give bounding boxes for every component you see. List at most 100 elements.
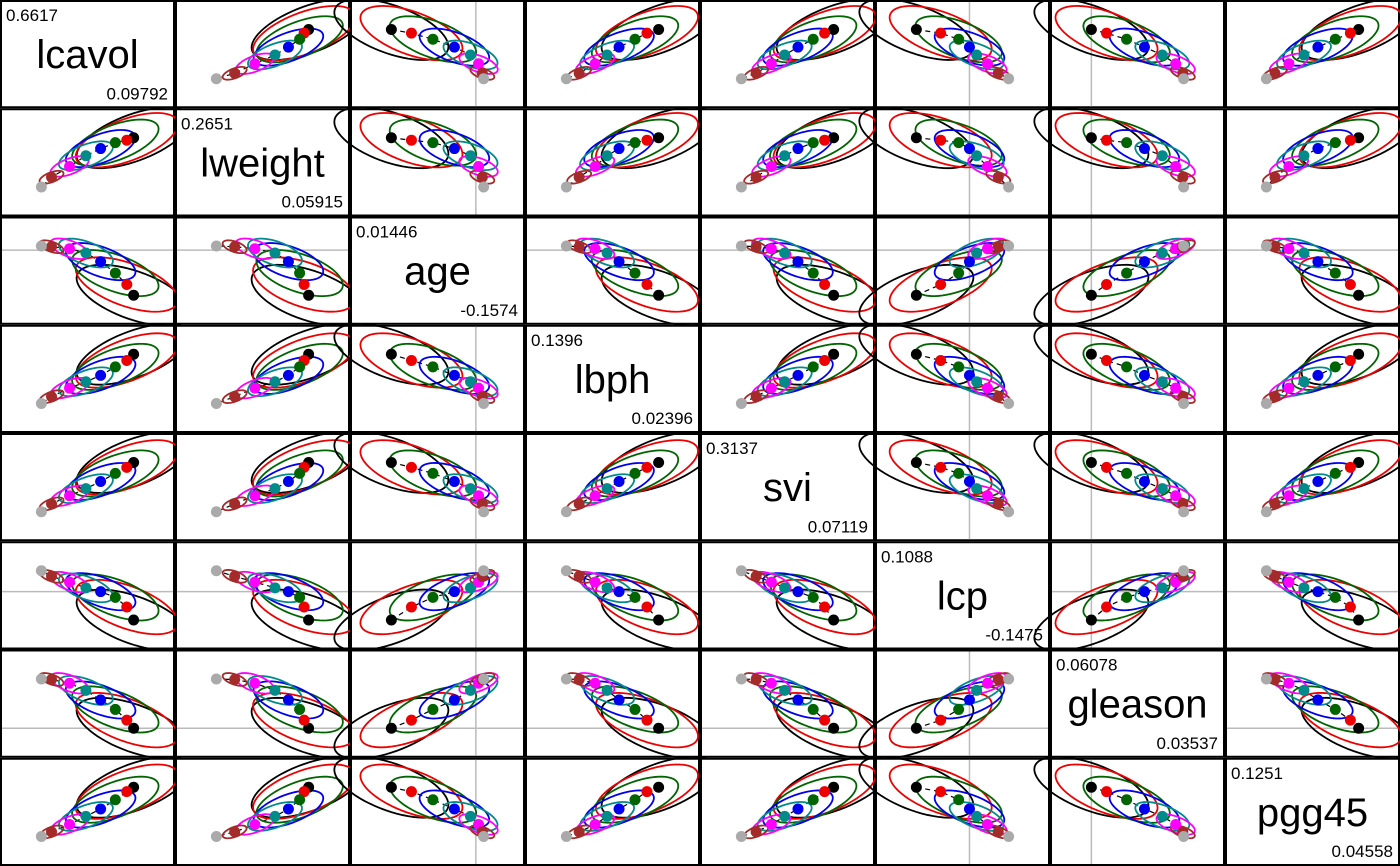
coefficient-point — [971, 483, 983, 495]
covariance-ellipse — [756, 39, 813, 71]
coefficient-point — [1178, 181, 1190, 193]
coefficient-point — [992, 826, 1004, 838]
coefficient-point — [779, 376, 791, 388]
coefficient-point — [641, 134, 653, 146]
coefficient-point — [1101, 27, 1113, 39]
coefficient-point — [828, 348, 840, 360]
coefficient-point — [128, 289, 140, 301]
coefficient-point — [269, 483, 281, 495]
coefficient-point — [1329, 703, 1341, 715]
coefficient-point — [282, 803, 294, 815]
coefficient-point — [601, 810, 613, 822]
panel-frame — [1050, 216, 1225, 325]
coefficient-point — [735, 181, 747, 193]
coefficient-point — [1178, 73, 1190, 85]
coefficient-point — [298, 714, 310, 726]
diag-max-label: 0.3137 — [706, 439, 758, 458]
coefficient-point — [121, 786, 133, 798]
coefficient-point — [971, 684, 983, 696]
coefficient-point — [427, 137, 439, 149]
coefficient-point — [35, 506, 47, 518]
coefficient-point — [910, 722, 922, 734]
coefficient-point — [560, 181, 572, 193]
coefficient-point — [981, 677, 993, 689]
coefficient-point — [1344, 714, 1356, 726]
coefficient-point — [779, 150, 791, 162]
covariance-ellipse — [583, 129, 655, 169]
coefficient-point — [828, 614, 840, 626]
panel-lbph-lcavol — [0, 322, 192, 433]
coefficient-point — [1170, 160, 1182, 172]
covariance-ellipse — [469, 169, 496, 185]
coefficient-point — [735, 673, 747, 685]
coefficient-point — [953, 794, 965, 806]
coefficient-point — [613, 256, 625, 268]
covariance-ellipse — [933, 242, 1006, 282]
coefficient-point — [819, 601, 831, 613]
coefficient-point — [1178, 506, 1190, 518]
coefficient-point — [64, 243, 76, 255]
covariance-ellipse — [948, 473, 1005, 504]
coefficient-point — [1170, 58, 1182, 70]
coefficient-point — [560, 73, 572, 85]
coefficient-point — [448, 41, 460, 53]
coefficient-point — [1329, 33, 1341, 45]
coefficient-point — [779, 582, 791, 594]
panel-gleason-gleason: 0.06078 gleason 0.03537 — [1050, 649, 1225, 758]
covariance-ellipse — [1108, 242, 1181, 282]
coefficient-point — [1283, 490, 1295, 502]
coefficient-point — [1121, 794, 1133, 806]
coefficient-point — [653, 781, 665, 793]
coefficient-point — [1138, 143, 1150, 155]
coefficient-point — [779, 49, 791, 61]
diag-variable-name: lcp — [937, 574, 988, 618]
coefficient-point — [1156, 376, 1168, 388]
coefficient-point — [601, 684, 613, 696]
coefficient-point — [1101, 279, 1113, 291]
coefficient-point — [653, 722, 665, 734]
coefficient-point — [765, 576, 777, 588]
covariance-ellipse — [1300, 431, 1400, 494]
panel-lbph-pgg45 — [1225, 322, 1400, 433]
coefficient-point — [765, 818, 777, 830]
covariance-ellipse — [590, 449, 680, 498]
coefficient-point — [1344, 134, 1356, 146]
diag-max-label: 0.2651 — [181, 114, 233, 133]
coefficient-point — [573, 673, 585, 685]
coefficient-point — [1156, 483, 1168, 495]
coefficient-point — [80, 810, 92, 822]
coefficient-point — [46, 391, 58, 403]
coefficient-point — [405, 27, 417, 39]
panel-frame — [350, 433, 525, 542]
coefficient-point — [750, 171, 762, 183]
coefficient-point — [981, 382, 993, 394]
covariance-ellipse — [1033, 263, 1150, 327]
coefficient-point — [229, 673, 241, 685]
diag-variable-name: age — [404, 250, 471, 294]
covariance-ellipse — [247, 473, 303, 504]
coefficient-point — [1156, 150, 1168, 162]
coefficient-point — [573, 498, 585, 510]
coefficient-point — [1269, 673, 1281, 685]
coefficient-point — [792, 41, 804, 53]
coefficient-point — [385, 722, 397, 734]
coefficient-point — [601, 582, 613, 594]
coefficient-point — [385, 457, 397, 469]
coefficient-point — [971, 247, 983, 259]
coefficient-point — [1353, 614, 1365, 626]
coefficient-point — [128, 614, 140, 626]
coefficient-point — [953, 361, 965, 373]
covariance-ellipse — [600, 106, 717, 170]
coefficient-point — [1178, 397, 1190, 409]
coefficient-point — [765, 243, 777, 255]
coefficient-point — [478, 506, 490, 518]
coefficient-point — [46, 570, 58, 582]
coefficient-point — [385, 614, 397, 626]
coefficient-point — [269, 684, 281, 696]
panel-frame — [350, 324, 525, 433]
covariance-ellipse — [74, 763, 179, 820]
covariance-ellipse — [1282, 462, 1354, 501]
coefficient-point — [1269, 498, 1281, 510]
coefficient-point — [992, 673, 1004, 685]
panel-lcp-pgg45 — [1225, 541, 1400, 652]
